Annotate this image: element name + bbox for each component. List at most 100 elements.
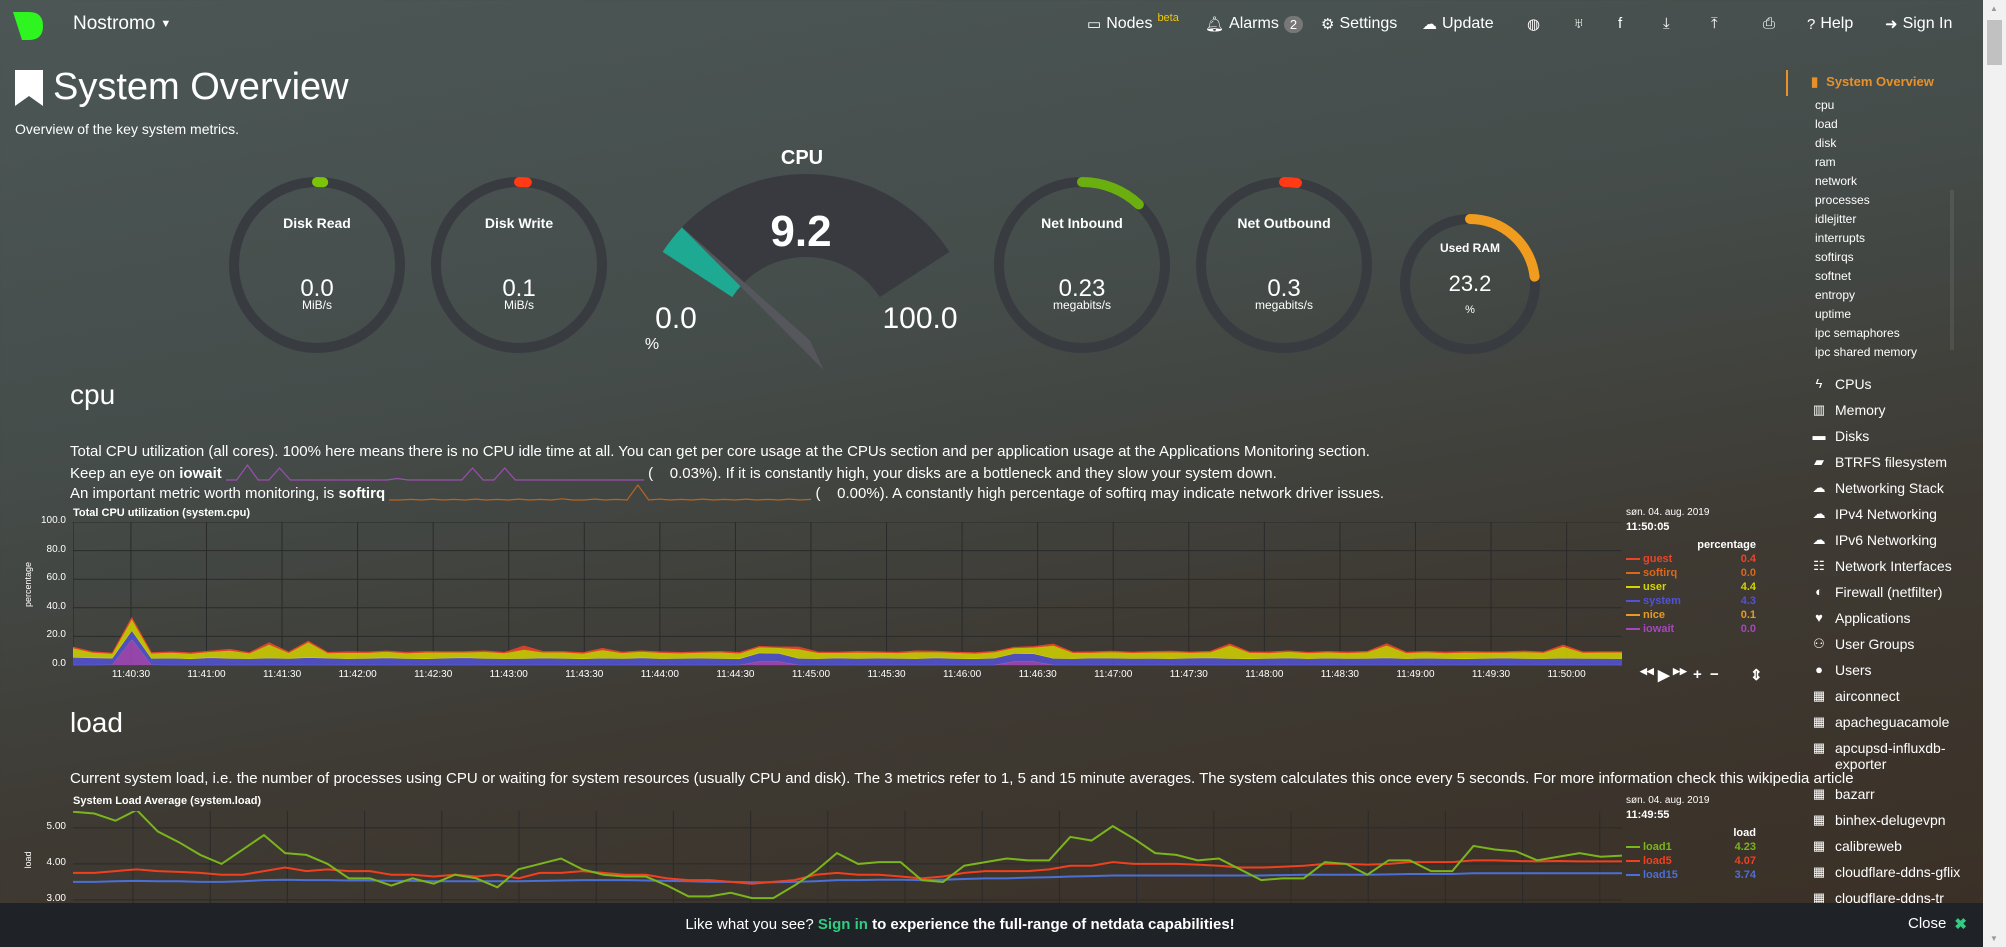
sidebar-item-memory[interactable]: ▥ Memory (1811, 402, 1975, 418)
gauges-panel (229, 174, 1540, 370)
sidebar-item-label: calibreweb (1835, 838, 1902, 854)
iowait-sparkline[interactable] (225, 463, 644, 481)
shield-icon: ◐ (1815, 584, 1823, 599)
sidebar-item-apcupsd-influxdb-exporter[interactable]: ▦ apcupsd-influxdb-exporter (1811, 740, 1975, 772)
nav-upload[interactable]: ⤒ (1711, 15, 1718, 32)
close-banner-button[interactable]: Close ✖ (1908, 915, 1967, 933)
sidebar-item-disks[interactable]: ▬ Disks (1811, 428, 1975, 444)
sidebar-item-label: apacheguacamole (1835, 714, 1950, 730)
legend-swatch (1626, 614, 1640, 617)
nav-update[interactable]: ☁ Update (1422, 15, 1494, 33)
sidebar-item-binhex-delugevpn[interactable]: ▦ binhex-delugevpn (1811, 812, 1975, 828)
legend-value: 3.74 (1734, 869, 1756, 881)
legend-item-load5[interactable]: load5 4.07 (1626, 855, 1756, 867)
sidebar-subitem-load[interactable]: load (1815, 117, 1838, 131)
y-tick-label: 20.0 (46, 629, 66, 641)
softirq-sparkline[interactable] (389, 483, 812, 501)
sidebar-item-system-overview[interactable]: ▮ System Overview (1811, 74, 1934, 90)
sidebar-subitem-interrupts[interactable]: interrupts (1815, 231, 1866, 245)
rewind-icon[interactable]: ◀◀ (1640, 666, 1654, 676)
cloud-icon: ☁ (1812, 480, 1826, 495)
gauge-value: 0.1 (502, 275, 536, 302)
scroll-down-icon[interactable]: ▼ (1990, 934, 1998, 943)
nav-help[interactable]: ? Help (1807, 15, 1853, 33)
close-icon: ✖ (1954, 916, 1967, 933)
sidebar-item-bazarr[interactable]: ▦ bazarr (1811, 786, 1975, 802)
sidebar-item-users[interactable]: ● Users (1811, 662, 1975, 678)
nav-alarms[interactable]: 🔔︎ Alarms 2 (1205, 15, 1304, 33)
sidebar-item-label: binhex-delugevpn (1835, 812, 1946, 828)
section-heading-cpu: cpu (70, 379, 116, 410)
nav-twitter[interactable]: ♅ (1573, 15, 1584, 32)
nav-print[interactable]: ⎙ (1763, 15, 1775, 32)
sidebar-item-firewall-netfilter-[interactable]: ◐ Firewall (netfilter) (1811, 584, 1975, 600)
page-scrollbar[interactable]: ▲ ▼ (1983, 0, 2006, 947)
grid-icon: ▦ (1812, 714, 1826, 729)
sidebar-item-ipv6-networking[interactable]: ☁ IPv6 Networking (1811, 532, 1975, 548)
nav-facebook[interactable]: f (1618, 15, 1622, 32)
gauge-max: 100.0 (882, 302, 958, 335)
zoom-in-icon[interactable]: + (1693, 666, 1702, 683)
legend-item-guest[interactable]: guest 0.4 (1626, 553, 1756, 565)
sidebar-subitem-uptime[interactable]: uptime (1815, 307, 1852, 321)
sidebar-item-network-interfaces[interactable]: ☷ Network Interfaces (1811, 558, 1975, 574)
legend-item-system[interactable]: system 4.3 (1626, 595, 1756, 607)
sidebar-item-cloudflare-ddns-tr[interactable]: ▦ cloudflare-ddns-tr (1811, 890, 1975, 906)
zoom-out-icon[interactable]: − (1710, 666, 1719, 683)
legend-item-user[interactable]: user 4.4 (1626, 581, 1756, 593)
sidebar-subitem-processes[interactable]: processes (1815, 193, 1870, 207)
sidebar-item-user-groups[interactable]: ⚇ User Groups (1811, 636, 1975, 652)
x-tick-label: 11:41:30 (262, 669, 302, 680)
sidebar-item-btrfs-filesystem[interactable]: ▰ BTRFS filesystem (1811, 454, 1975, 470)
sidebar-subitem-softirqs[interactable]: softirqs (1815, 250, 1854, 264)
sidebar-item-networking-stack[interactable]: ☁ Networking Stack (1811, 480, 1975, 496)
x-tick-label: 11:41:00 (187, 669, 226, 680)
sidebar-subitem-softnet[interactable]: softnet (1815, 269, 1852, 283)
scrollbar-thumb[interactable] (1987, 20, 2002, 65)
nav-settings[interactable]: ⚙ Settings (1321, 15, 1397, 33)
sidebar-subitem-idlejitter[interactable]: idlejitter (1815, 212, 1857, 226)
sidebar-item-calibreweb[interactable]: ▦ calibreweb (1811, 838, 1975, 854)
sidebar-subitem-disk[interactable]: disk (1815, 136, 1837, 150)
resize-icon[interactable]: ⇕ (1750, 667, 1763, 684)
sidebar-item-applications[interactable]: ♥ Applications (1811, 610, 1975, 626)
gear-icon: ⚙ (1321, 16, 1335, 33)
legend-swatch (1626, 860, 1640, 863)
sidebar-item-cloudflare-ddns-gflix[interactable]: ▦ cloudflare-ddns-gflix (1811, 864, 1975, 880)
nav-nodes[interactable]: ▭ Nodes beta (1087, 12, 1179, 33)
legend-item-load1[interactable]: load1 4.23 (1626, 841, 1756, 853)
nav-sign-in[interactable]: ➜ Sign In (1885, 15, 1952, 33)
play-icon[interactable]: ▶ (1658, 667, 1670, 684)
legend-label: load15 (1643, 869, 1678, 881)
nav-download[interactable]: ⤓ (1663, 15, 1670, 32)
fast-forward-icon[interactable]: ▶▶ (1673, 666, 1687, 676)
netdata-logo-icon[interactable] (13, 12, 43, 40)
sidebar-subitem-network[interactable]: network (1815, 174, 1858, 188)
sidebar-subitem-entropy[interactable]: entropy (1815, 288, 1856, 302)
sidebar-item-apacheguacamole[interactable]: ▦ apacheguacamole (1811, 714, 1975, 730)
legend-item-nice[interactable]: nice 0.1 (1626, 609, 1756, 621)
host-selector[interactable]: Nostromo ▼ (73, 13, 171, 35)
legend-item-iowait[interactable]: iowait 0.0 (1626, 623, 1756, 635)
sidebar-subitem-ipc-semaphores[interactable]: ipc semaphores (1815, 326, 1900, 340)
cpu-chart-plot[interactable] (73, 522, 1622, 667)
x-tick-label: 11:44:00 (640, 669, 679, 680)
scroll-up-icon[interactable]: ▲ (1990, 4, 1998, 13)
nav-github[interactable]: ◍ (1527, 15, 1540, 33)
sidebar-scrollbar[interactable] (1950, 190, 1954, 350)
sidebar-subitem-ipc-shared-memory[interactable]: ipc shared memory (1815, 345, 1918, 359)
x-tick-label: 11:46:00 (943, 669, 982, 680)
sidebar-subitem-ram[interactable]: ram (1815, 155, 1836, 169)
signin-link[interactable]: Sign in (817, 916, 868, 933)
gauge-fill (1077, 177, 1144, 210)
sidebar-item-airconnect[interactable]: ▦ airconnect (1811, 688, 1975, 704)
legend-item-load15[interactable]: load15 3.74 (1626, 869, 1756, 881)
sidebar-item-ipv4-networking[interactable]: ☁ IPv4 Networking (1811, 506, 1975, 522)
sidebar-item-cpus[interactable]: ϟ CPUs (1811, 376, 1975, 392)
x-tick-label: 11:42:30 (414, 669, 453, 680)
sidebar-subitem-cpu[interactable]: cpu (1815, 98, 1835, 112)
x-tick-label: 11:48:00 (1245, 669, 1284, 680)
cpu-gauge-track (662, 174, 950, 298)
legend-item-softirq[interactable]: softirq 0.0 (1626, 567, 1756, 579)
x-tick-label: 11:48:30 (1320, 669, 1359, 680)
